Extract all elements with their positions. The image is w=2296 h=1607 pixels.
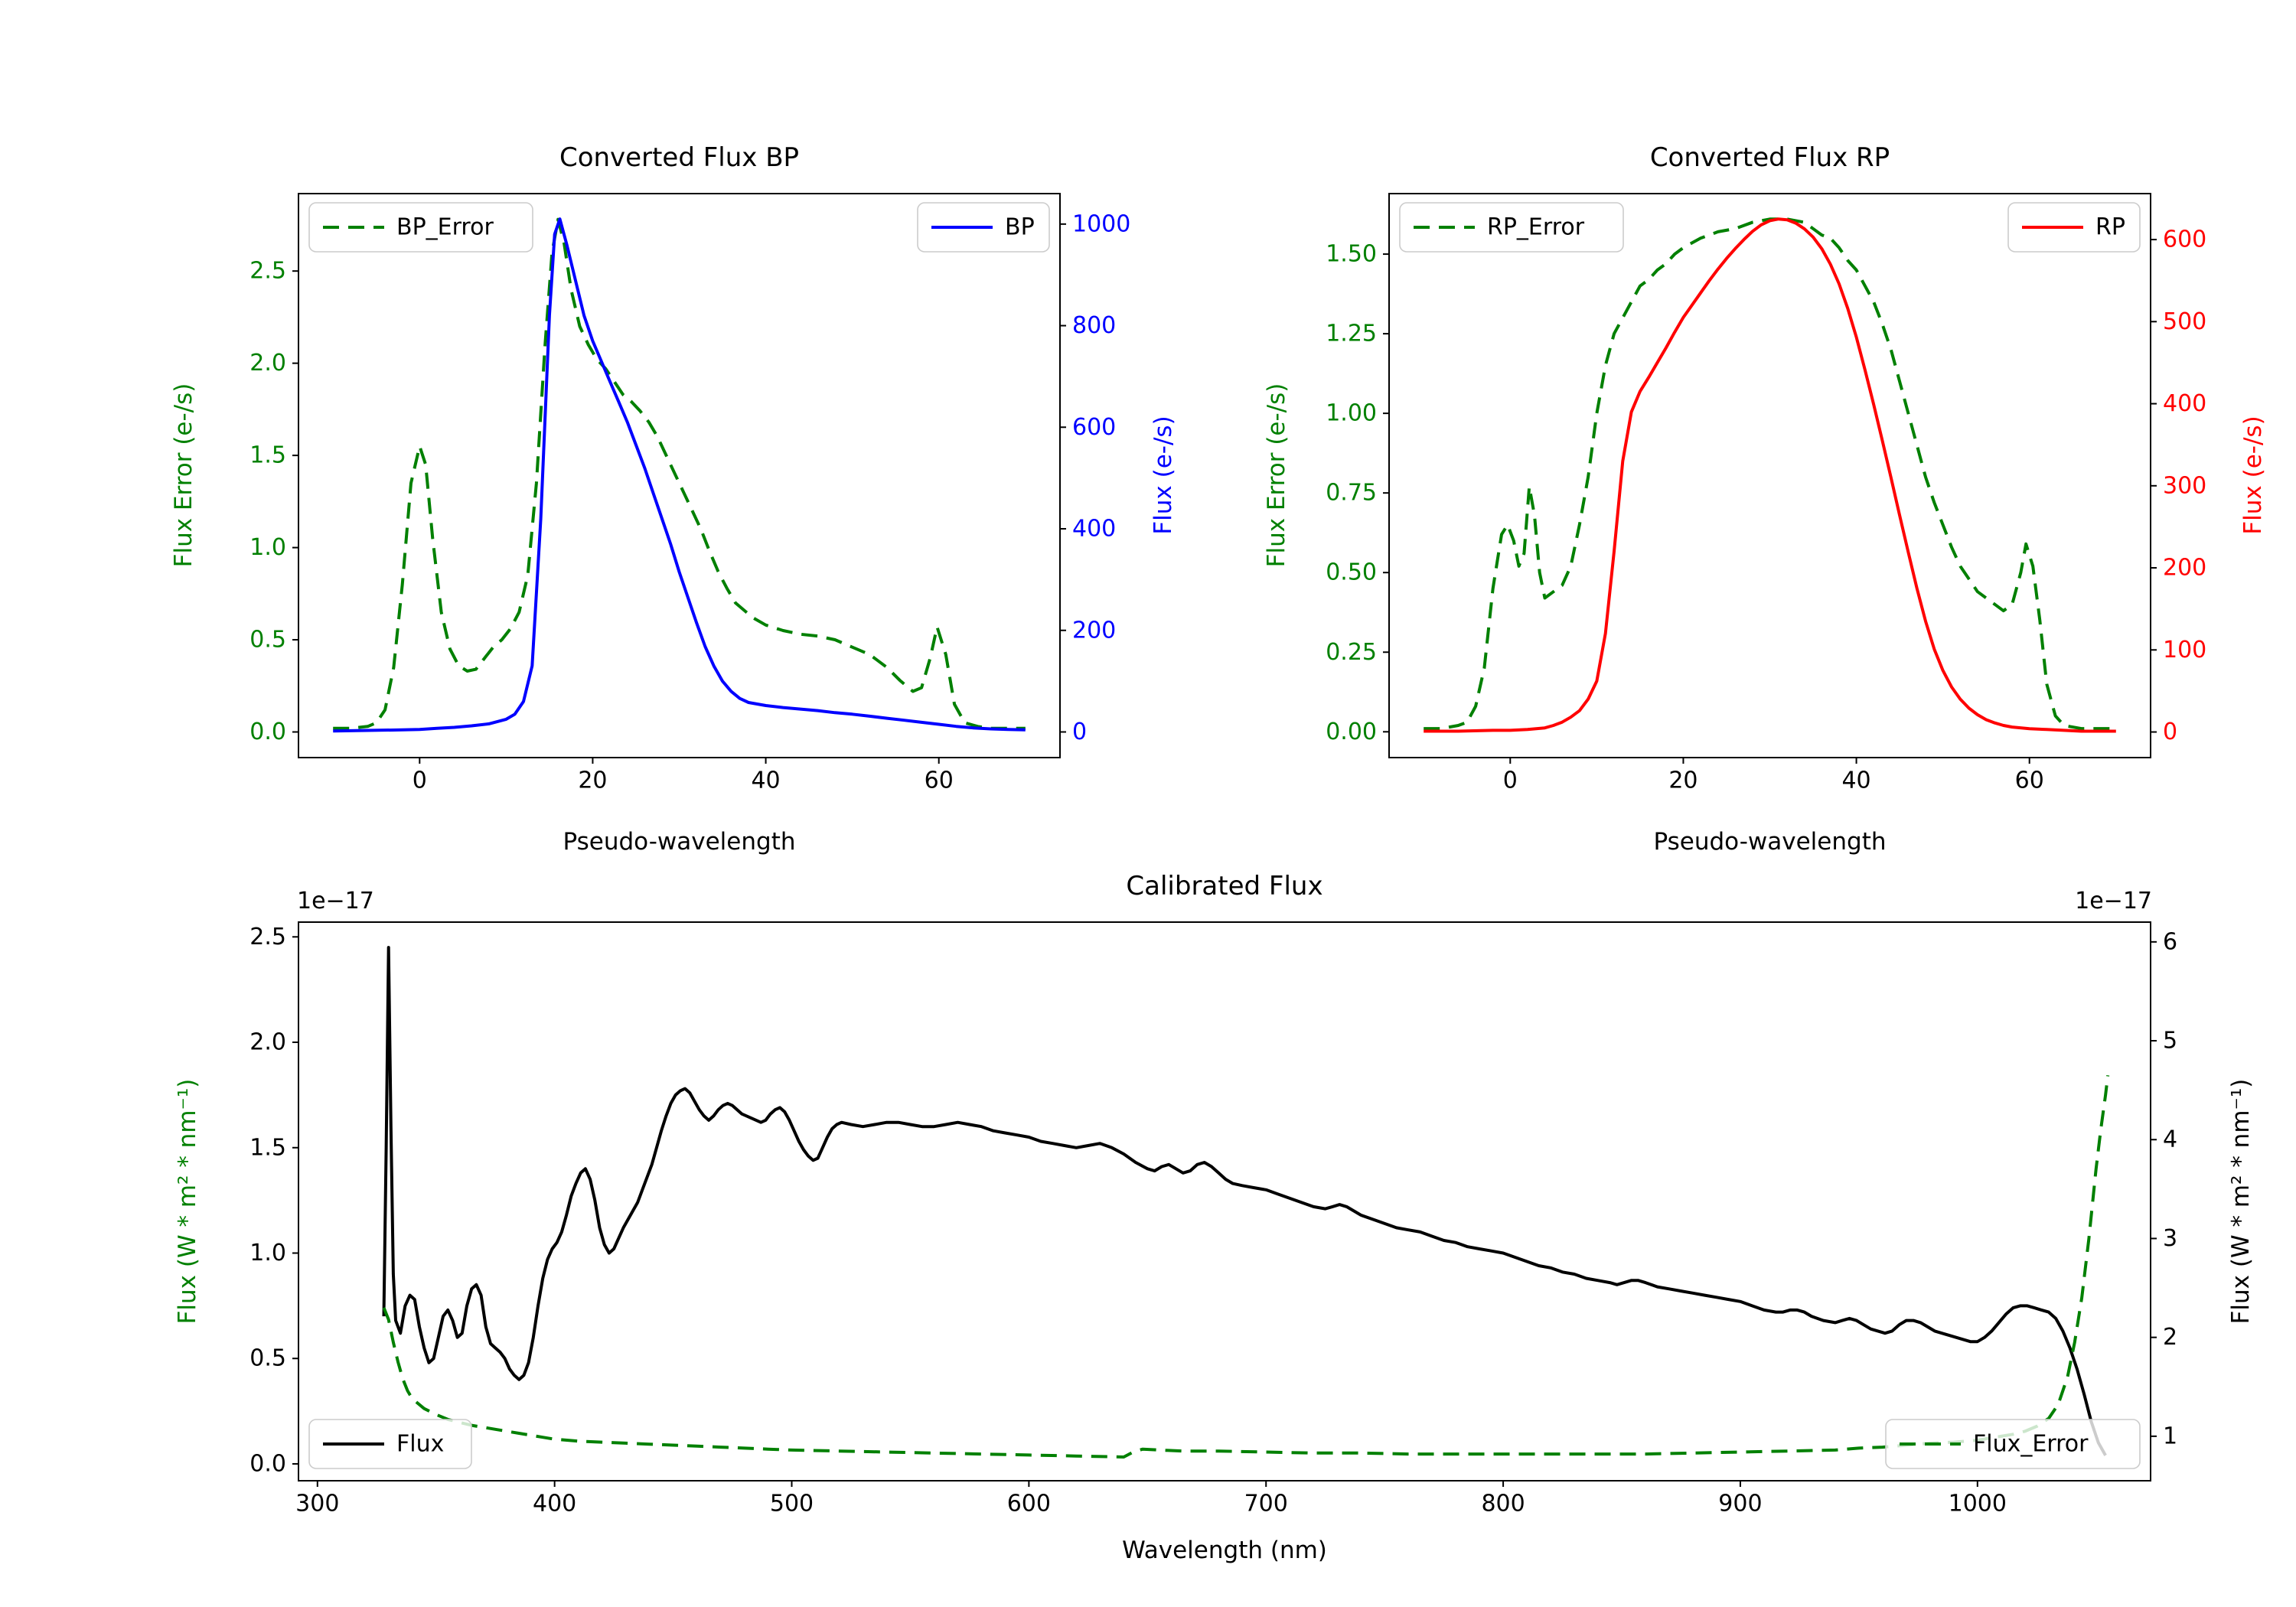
x-tick-label: 300	[295, 1491, 339, 1517]
calibrated-right-axis-label: Flux (W * m² * nm⁻¹)	[2227, 1078, 2255, 1325]
left-tick-label: 1.5	[249, 442, 286, 469]
series-Flux_Error	[382, 1075, 2110, 1459]
axes-frame	[298, 921, 2151, 1482]
right-tick-label: 5	[2163, 1028, 2177, 1054]
x-tick-label: 400	[533, 1491, 576, 1517]
legend-BP_Error: BP_Error	[308, 202, 533, 253]
left-axis-offset-text: 1e−17	[297, 888, 374, 914]
x-tick-label: 0	[413, 768, 427, 794]
series-RP	[1424, 217, 2116, 733]
x-tick-label: 800	[1481, 1491, 1525, 1517]
x-tick-label: 500	[770, 1491, 814, 1517]
series-Flux	[382, 946, 2107, 1456]
right-tick-label: 600	[2163, 227, 2206, 253]
left-tick-label: 0.0	[249, 719, 286, 745]
right-tick-label: 1	[2163, 1423, 2177, 1449]
right-tick-label: 300	[2163, 472, 2206, 499]
bp-plot-svg: 0 20 40 60 0.0 0.5 1.0 1.5 2.0 2.5 0 200 400 600 800 10…	[249, 193, 1130, 794]
right-tick-label: 200	[2163, 555, 2206, 582]
right-tick-label: 400	[2163, 390, 2206, 417]
right-tick-label: 3	[2163, 1225, 2177, 1252]
right-tick-label: 4	[2163, 1126, 2177, 1153]
legend-RP_Error: RP_Error	[1399, 202, 1624, 253]
x-tick-label: 1000	[1949, 1491, 2007, 1517]
rp-plot-svg: 0 20 40 60 0.00 0.25 0.50 0.75 1.00 1.25 1.50 0 100 2…	[1326, 193, 2206, 794]
left-tick-label: 0.25	[1326, 639, 1377, 666]
axes-frame	[1388, 193, 2151, 758]
legend-label: RP_Error	[1487, 214, 1585, 241]
rp-right-axis-label: Flux (e-/s)	[2239, 416, 2267, 535]
x-tick-label: 20	[578, 768, 607, 794]
right-tick-label: 400	[1072, 516, 1116, 543]
legend-label: RP	[2095, 214, 2125, 241]
left-tick-label: 1.5	[249, 1134, 286, 1161]
series-RP_Error	[1424, 217, 2116, 731]
left-tick-label: 1.50	[1326, 241, 1377, 268]
right-tick-label: 2	[2163, 1324, 2177, 1351]
left-tick-label: 0.0	[249, 1450, 286, 1477]
calibrated-plot-svg: 300 400 500 600 700 800 900 1000 0.0 0.5 1.0 1.5 2.0…	[249, 921, 2177, 1517]
legend-label: BP_Error	[396, 214, 494, 241]
left-tick-label: 0.50	[1326, 559, 1377, 586]
right-tick-label: 800	[1072, 312, 1116, 339]
right-tick-label: 1000	[1072, 210, 1130, 237]
x-tick-label: 600	[1007, 1491, 1051, 1517]
legend-Flux_Error: Flux_Error	[1885, 1419, 2141, 1469]
right-tick-label: 600	[1072, 414, 1116, 441]
calibrated-chart-title: Calibrated Flux	[1126, 871, 1323, 901]
x-tick-label: 40	[751, 768, 780, 794]
calibrated-left-axis-label: Flux (W * m² * nm⁻¹)	[174, 1078, 201, 1325]
calibrated-x-axis-label: Wavelength (nm)	[1122, 1537, 1327, 1564]
legend-BP: BP	[917, 202, 1050, 253]
right-tick-label: 6	[2163, 928, 2177, 955]
x-tick-label: 40	[1841, 768, 1870, 794]
series-BP_Error	[333, 217, 1026, 730]
x-tick-label: 60	[2015, 768, 2044, 794]
right-tick-label: 200	[1072, 617, 1116, 644]
right-tick-label: 100	[2163, 637, 2206, 663]
x-tick-label: 60	[925, 768, 954, 794]
left-tick-label: 1.0	[249, 1240, 286, 1266]
left-tick-label: 1.25	[1326, 321, 1377, 347]
rp-left-axis-label: Flux Error (e-/s)	[1263, 383, 1290, 568]
rp-chart-title: Converted Flux RP	[1649, 142, 1890, 173]
bp-x-axis-label: Pseudo-wavelength	[563, 828, 796, 856]
legend-label: Flux_Error	[1973, 1431, 2089, 1458]
bp-chart-title: Converted Flux BP	[559, 142, 800, 173]
calibrated-chart-canvas: 300 400 500 600 700 800 900 1000 0.0 0.5 1.0 1.5 2.0…	[249, 921, 2177, 1517]
left-tick-label: 1.0	[249, 534, 286, 561]
left-tick-label: 2.5	[249, 924, 286, 950]
left-tick-label: 0.5	[249, 627, 286, 654]
right-tick-label: 0	[1072, 719, 1087, 745]
legend-label: BP	[1005, 214, 1035, 241]
bp-chart-canvas: 0 20 40 60 0.0 0.5 1.0 1.5 2.0 2.5 0 200 400 600 800 10…	[249, 193, 1130, 794]
left-tick-label: 0.5	[249, 1345, 286, 1372]
left-tick-label: 0.75	[1326, 480, 1377, 507]
series-BP	[333, 217, 1026, 733]
right-tick-label: 0	[2163, 719, 2177, 745]
right-axis-offset-text: 1e−17	[2075, 888, 2152, 914]
left-tick-label: 2.0	[249, 350, 286, 376]
axes-frame	[298, 193, 1061, 758]
rp-chart-canvas: 0 20 40 60 0.00 0.25 0.50 0.75 1.00 1.25 1.50 0 100 2…	[1326, 193, 2206, 794]
legend-label: Flux	[396, 1431, 444, 1458]
bp-left-axis-label: Flux Error (e-/s)	[170, 383, 197, 568]
x-tick-label: 0	[1503, 768, 1518, 794]
x-tick-label: 20	[1668, 768, 1698, 794]
x-tick-label: 900	[1718, 1491, 1762, 1517]
legend-Flux: Flux	[308, 1419, 472, 1469]
left-tick-label: 1.00	[1326, 400, 1377, 427]
x-tick-label: 700	[1244, 1491, 1288, 1517]
left-tick-label: 2.0	[249, 1029, 286, 1056]
bp-right-axis-label: Flux (e-/s)	[1150, 416, 1177, 535]
right-tick-label: 500	[2163, 308, 2206, 335]
rp-x-axis-label: Pseudo-wavelength	[1653, 828, 1887, 856]
legend-RP: RP	[2007, 202, 2141, 253]
left-tick-label: 0.00	[1326, 719, 1377, 745]
left-tick-label: 2.5	[249, 258, 286, 285]
